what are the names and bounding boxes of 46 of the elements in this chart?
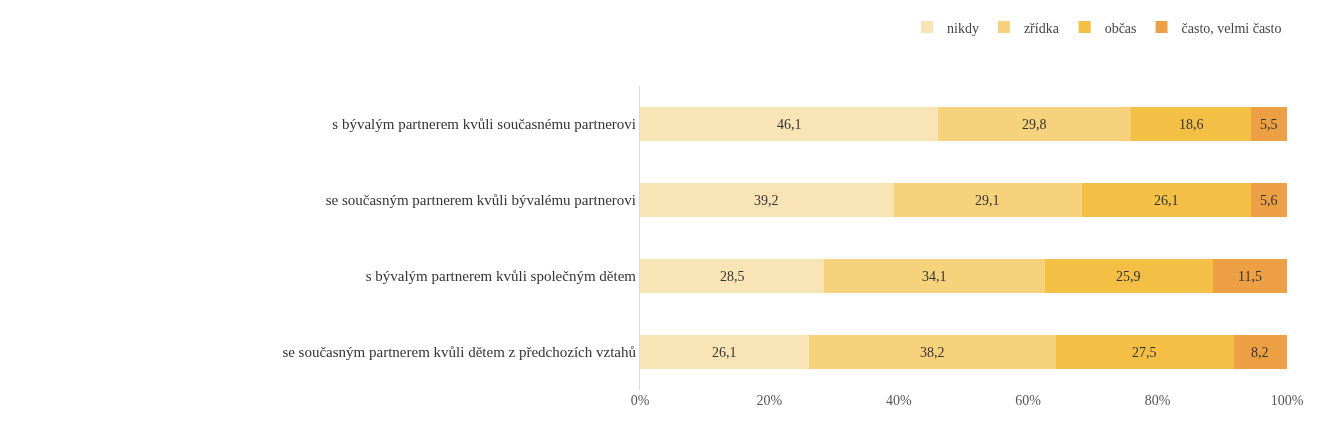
data-label: 11,5 [1238,269,1262,284]
data-label: 5,5 [1260,117,1278,132]
bar [938,106,1132,142]
bar [1081,182,1251,218]
x-tick-label: 0% [630,393,650,408]
x-tick-label: 60% [1015,393,1042,408]
y-tick-label: s bývalým partnerem kvůli společným dětem [365,268,637,285]
bar [893,182,1082,218]
legend-label: často, velmi často [1181,20,1282,36]
bar [1056,334,1234,370]
legend-label: občas [1104,20,1137,36]
data-label: 28,5 [720,269,745,284]
bar [640,106,939,142]
data-label: 34,1 [922,269,947,284]
data-label: 26,1 [712,345,737,360]
data-label: 25,9 [1116,269,1141,284]
bar [1131,106,1252,142]
bar [824,258,1046,294]
data-label: 8,2 [1251,345,1269,360]
data-label: 39,2 [754,193,779,208]
data-label: 27,5 [1132,345,1157,360]
x-tick-label: 100% [1270,393,1304,408]
bar [640,258,825,294]
x-tick-label: 40% [885,393,912,408]
data-label: 46,1 [777,117,802,132]
legend-label: nikdy [947,20,979,36]
bar [1251,106,1287,142]
data-label: 26,1 [1154,193,1179,208]
bar [808,334,1057,370]
bar [1233,334,1287,370]
data-label: 18,6 [1179,117,1204,132]
legend-label: zřídka [1023,20,1060,36]
y-tick-label: se současným partnerem kvůli dětem z předchozích vztahů [282,344,637,361]
x-tick-label: 80% [1144,393,1171,408]
bar [1250,182,1287,218]
bar [1045,258,1213,294]
data-label: 29,8 [1022,117,1047,132]
y-tick-label: se současným partnerem kvůli bývalému partnerovi [325,192,636,209]
bar [640,182,894,218]
bar [1212,258,1287,294]
x-tick-label: 20% [756,393,783,408]
data-label: 5,6 [1260,193,1278,208]
data-label: 29,1 [975,193,1000,208]
data-label: 38,2 [920,345,945,360]
bar [640,334,809,370]
y-tick-label: s bývalým partnerem kvůli současnému partnerovi [332,116,636,133]
